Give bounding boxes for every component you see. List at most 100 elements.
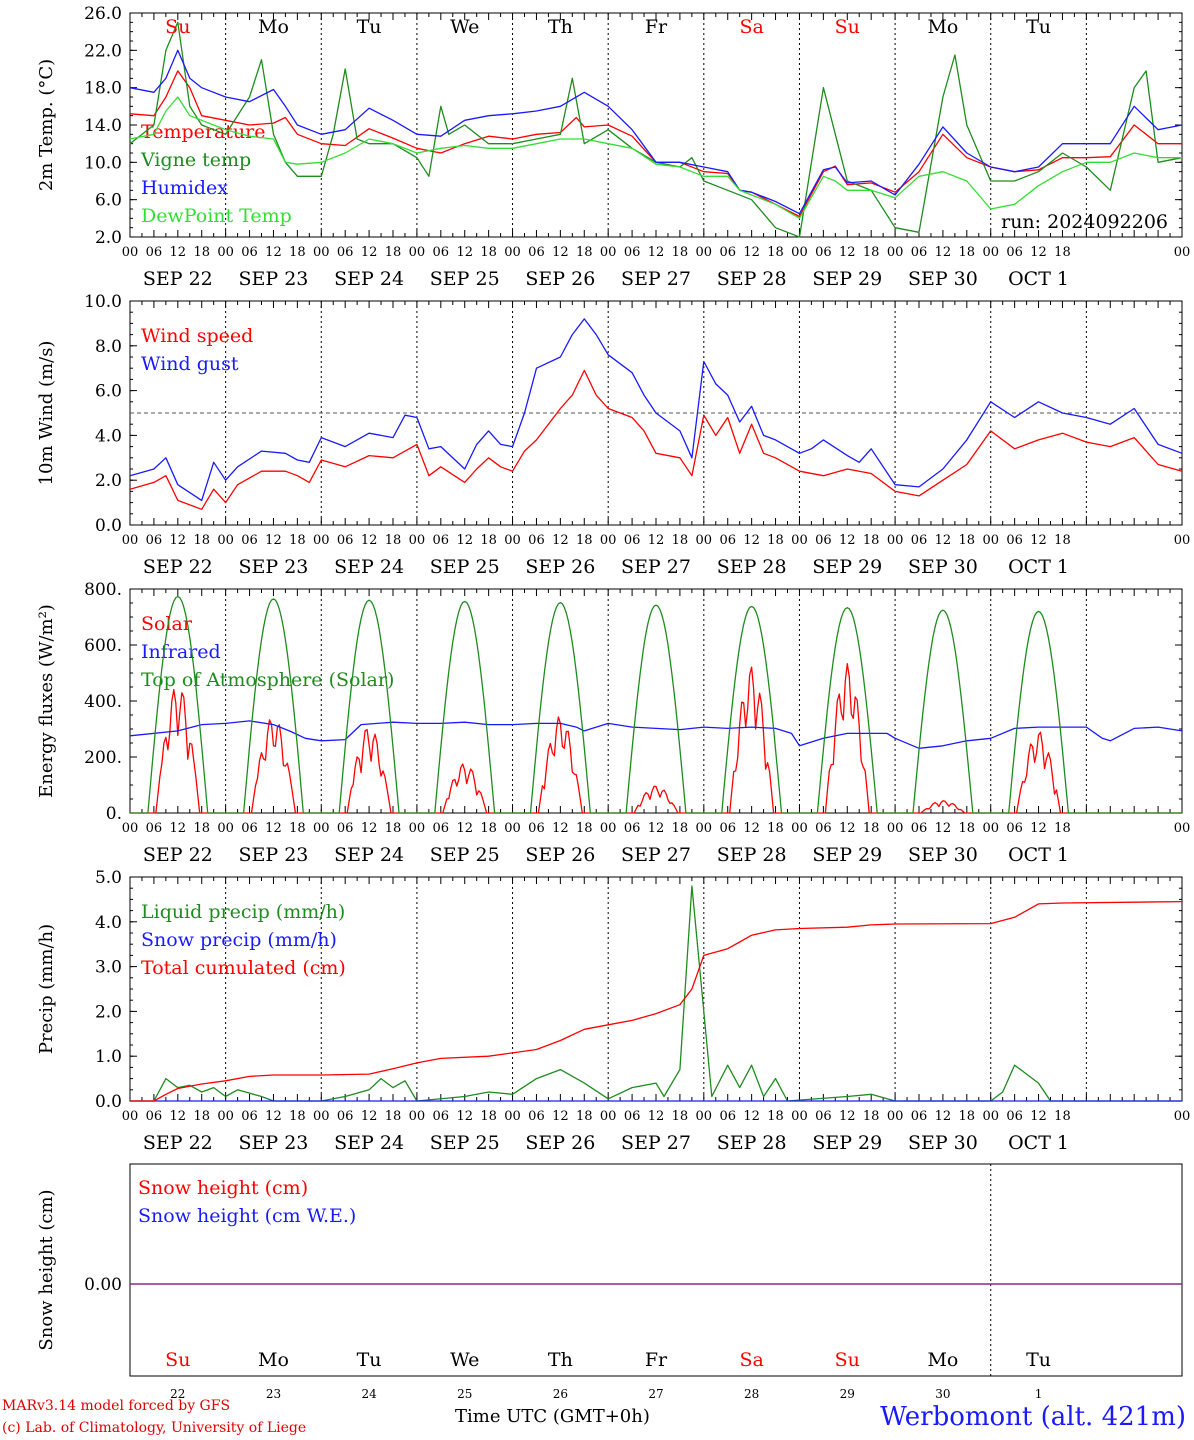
date-label: SEP 26 — [525, 556, 595, 578]
hour-tick-label: 12 — [743, 533, 760, 548]
hour-tick-label: 00 — [504, 245, 521, 260]
hour-tick-label: 18 — [193, 1109, 210, 1124]
legend-entry: Infrared — [141, 641, 221, 663]
hour-tick-label: 12 — [935, 533, 952, 548]
hour-tick-label: 12 — [361, 1109, 378, 1124]
legend-entry: Wind gust — [141, 353, 239, 375]
run-label: run: 2024092206 — [1001, 211, 1168, 233]
hour-tick-label: 12 — [1030, 821, 1047, 836]
hour-tick-label: 18 — [385, 533, 402, 548]
hour-tick-label: 00 — [600, 1109, 617, 1124]
plot-frame — [129, 1163, 1183, 1377]
day-number-label: 26 — [553, 1387, 568, 1401]
hour-tick-label: 12 — [648, 1109, 665, 1124]
hour-tick-label: 06 — [241, 821, 258, 836]
hour-tick-label: 06 — [815, 533, 832, 548]
hour-tick-label: 12 — [839, 245, 856, 260]
hour-tick-label: 00 — [409, 821, 426, 836]
legend-entry: Liquid precip (mm/h) — [141, 901, 345, 923]
hour-tick-label: 00 — [1174, 245, 1191, 260]
hour-tick-label: 00 — [217, 1109, 234, 1124]
day-number-label: 27 — [648, 1387, 663, 1401]
weekday-label: Su — [835, 1349, 860, 1371]
hour-tick-label: 06 — [624, 533, 641, 548]
date-label: SEP 30 — [908, 1132, 978, 1154]
hour-tick-label: 00 — [504, 1109, 521, 1124]
hour-tick-label: 18 — [576, 1109, 593, 1124]
y-axis-title: Precip (mm/h) — [36, 924, 57, 1054]
hour-tick-label: 00 — [791, 533, 808, 548]
hour-tick-label: 18 — [1054, 1109, 1071, 1124]
hour-tick-label: 00 — [982, 533, 999, 548]
hour-tick-label: 00 — [696, 533, 713, 548]
hour-tick-label: 12 — [456, 1109, 473, 1124]
weekday-label: Tu — [1026, 16, 1051, 38]
hour-tick-label: 18 — [863, 533, 880, 548]
date-label: SEP 22 — [143, 556, 213, 578]
date-label: SEP 25 — [430, 268, 500, 290]
date-label: OCT 1 — [1008, 844, 1069, 866]
hour-tick-label: 12 — [648, 245, 665, 260]
weekday-label: Fr — [645, 16, 668, 38]
y-tick-label: 4.0 — [95, 426, 122, 446]
hour-tick-label: 12 — [743, 1109, 760, 1124]
hour-tick-label: 12 — [935, 821, 952, 836]
hour-tick-label: 12 — [170, 1109, 187, 1124]
hour-tick-label: 00 — [791, 821, 808, 836]
hour-tick-label: 06 — [528, 533, 545, 548]
y-tick-label: 4.0 — [95, 913, 122, 933]
plot-frame — [129, 588, 1183, 814]
hour-tick-label: 12 — [170, 245, 187, 260]
hour-tick-label: 12 — [1030, 533, 1047, 548]
hour-tick-label: 12 — [839, 533, 856, 548]
hour-tick-label: 18 — [193, 245, 210, 260]
date-label: SEP 22 — [143, 844, 213, 866]
hour-tick-label: 18 — [289, 821, 306, 836]
hour-tick-label: 18 — [959, 245, 976, 260]
legend-entry: Vigne temp — [140, 149, 251, 171]
date-label: SEP 30 — [908, 844, 978, 866]
hour-tick-label: 12 — [456, 245, 473, 260]
weekday-label: Tu — [357, 16, 382, 38]
hour-tick-label: 06 — [528, 1109, 545, 1124]
date-label: SEP 28 — [717, 844, 787, 866]
hour-tick-label: 12 — [361, 821, 378, 836]
hour-tick-label: 06 — [1006, 533, 1023, 548]
hour-tick-label: 00 — [696, 245, 713, 260]
hour-tick-label: 06 — [624, 245, 641, 260]
hour-tick-label: 00 — [887, 821, 904, 836]
hour-tick-label: 06 — [241, 533, 258, 548]
hour-tick-label: 06 — [719, 245, 736, 260]
date-label: SEP 29 — [812, 1132, 882, 1154]
hour-tick-label: 00 — [313, 245, 330, 260]
hour-tick-label: 00 — [313, 533, 330, 548]
legend-entry: Snow precip (mm/h) — [141, 929, 337, 951]
hour-tick-label: 18 — [480, 245, 497, 260]
hour-tick-label: 00 — [313, 821, 330, 836]
hour-tick-label: 18 — [767, 821, 784, 836]
weekday-label: We — [450, 16, 479, 38]
y-tick-label: 10.0 — [84, 153, 122, 173]
legend-entry: Top of Atmosphere (Solar) — [141, 669, 394, 691]
hour-tick-label: 18 — [480, 821, 497, 836]
hour-tick-label: 00 — [122, 821, 139, 836]
hour-tick-label: 18 — [576, 821, 593, 836]
weekday-label: Mo — [258, 16, 289, 38]
hour-tick-label: 06 — [146, 1109, 163, 1124]
hour-tick-label: 06 — [337, 245, 354, 260]
hour-tick-label: 18 — [1054, 533, 1071, 548]
date-label: SEP 26 — [525, 1132, 595, 1154]
weekday-label: Sa — [739, 1349, 763, 1371]
day-number-label: 30 — [935, 1387, 950, 1401]
hour-tick-label: 12 — [361, 245, 378, 260]
hour-tick-label: 18 — [672, 533, 689, 548]
weekday-label: Th — [548, 16, 573, 38]
hour-tick-label: 00 — [791, 1109, 808, 1124]
y-tick-label: 14.0 — [84, 116, 122, 136]
hour-tick-label: 00 — [887, 1109, 904, 1124]
hour-tick-label: 00 — [409, 533, 426, 548]
day-number-label: 28 — [744, 1387, 759, 1401]
y-tick-label: 400. — [84, 692, 122, 712]
hour-tick-label: 12 — [170, 533, 187, 548]
hour-tick-label: 06 — [433, 821, 450, 836]
